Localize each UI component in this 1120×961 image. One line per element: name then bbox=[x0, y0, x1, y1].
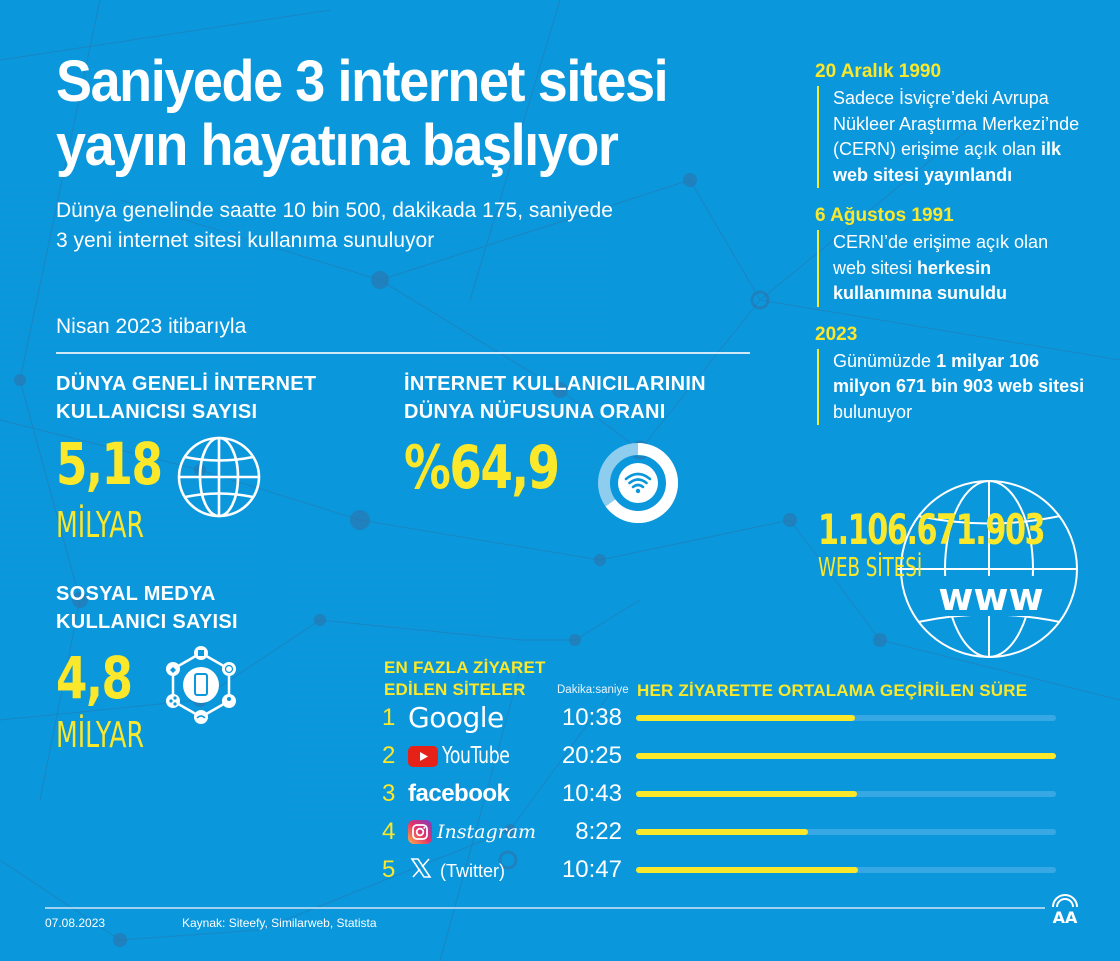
twitter-label: (Twitter) bbox=[440, 861, 505, 881]
label-line: İNTERNET KULLANICILARININ bbox=[404, 373, 706, 395]
globe-icon bbox=[177, 436, 261, 518]
bar-chart-heading: HER ZİYARETTE ORTALAMA GEÇİRİLEN SÜRE bbox=[637, 681, 1028, 700]
time-unit-label: Dakika:saniye bbox=[557, 684, 629, 696]
label-line: KULLANICI SAYISI bbox=[56, 611, 238, 633]
heading-line: EDİLEN SİTELER bbox=[384, 680, 526, 699]
site-rank: 4 bbox=[382, 818, 396, 845]
top-sites-heading: EN FAZLA ZİYARET EDİLEN SİTELER bbox=[384, 657, 546, 701]
page-title: Saniyede 3 internet sitesi yayın hayatın… bbox=[56, 50, 726, 178]
text-plain: Günümüzde bbox=[833, 350, 937, 371]
timeline-item: 6 Ağustos 1991 CERN’de erişime açık olan… bbox=[815, 204, 1085, 307]
timeline-text: Sadece İsviçre’deki Avrupa Nükleer Araşt… bbox=[817, 86, 1085, 188]
aa-logo-text: AA bbox=[1053, 908, 1078, 925]
bar-fill bbox=[636, 829, 809, 835]
timeline-item: 2023 Günümüzde 1 milyar 106 milyon 671 b… bbox=[815, 323, 1085, 425]
youtube-logo: YouTube bbox=[442, 743, 510, 769]
timeline-text: CERN’de erişime açık olan web sitesi her… bbox=[817, 230, 1085, 307]
social-network-icon bbox=[166, 646, 236, 724]
timeline-item: 20 Aralık 1990 Sadece İsviçre’deki Avrup… bbox=[815, 60, 1085, 188]
bar-fill bbox=[636, 715, 855, 721]
site-row: 2 YouTube 20:25 bbox=[382, 742, 1062, 772]
site-time: 20:25 bbox=[561, 742, 622, 769]
site-row: 3 facebook 10:43 bbox=[382, 780, 1062, 810]
social-media-unit: MİLYAR bbox=[56, 715, 145, 756]
youtube-play-icon bbox=[408, 746, 438, 767]
title-line-1: Saniyede 3 internet sitesi bbox=[56, 49, 669, 114]
label-line: SOSYAL MEDYA bbox=[56, 583, 216, 605]
aa-logo-icon: AA bbox=[1052, 894, 1078, 925]
internet-users-value: 5,18 bbox=[56, 430, 163, 498]
internet-users-unit: MİLYAR bbox=[56, 505, 145, 546]
social-media-label: SOSYAL MEDYA KULLANICI SAYISI bbox=[56, 580, 238, 636]
site-time: 10:38 bbox=[561, 704, 622, 731]
divider bbox=[56, 352, 750, 354]
instagram-logo: Instagram bbox=[437, 821, 537, 843]
bar-track bbox=[636, 867, 1056, 873]
subtitle: Dünya genelinde saatte 10 bin 500, dakik… bbox=[56, 199, 613, 252]
www-text: www bbox=[938, 575, 1043, 619]
bar-track bbox=[636, 829, 1056, 835]
site-row: 5 (Twitter) 10:47 bbox=[382, 856, 1062, 886]
label-line: KULLANICISI SAYISI bbox=[56, 401, 258, 423]
total-sites-unit: WEB SİTESİ bbox=[818, 553, 923, 583]
timeline: 20 Aralık 1990 Sadece İsviçre’deki Avrup… bbox=[815, 60, 1085, 425]
www-globe-icon: www bbox=[896, 480, 1078, 658]
footer-source: Kaynak: Siteefy, Similarweb, Statista bbox=[182, 916, 377, 930]
site-row: 1 Google 10:38 bbox=[382, 701, 1062, 734]
site-time: 8:22 bbox=[575, 818, 622, 845]
timeline-date: 2023 bbox=[815, 323, 858, 345]
title-line-2: yayın hayatına başlıyor bbox=[56, 113, 619, 178]
timeline-date: 20 Aralık 1990 bbox=[815, 61, 942, 82]
as-of-date: Nisan 2023 itibarıyla bbox=[56, 315, 247, 338]
timeline-date: 6 Ağustos 1991 bbox=[815, 205, 954, 226]
text-after: bulunuyor bbox=[833, 401, 913, 422]
site-rank: 2 bbox=[382, 742, 396, 769]
population-ratio-value: %64,9 bbox=[404, 433, 560, 503]
footer-date: 07.08.2023 bbox=[45, 916, 106, 930]
google-logo: Google bbox=[408, 701, 504, 734]
heading-line: EN FAZLA ZİYARET bbox=[384, 658, 546, 677]
footer-divider bbox=[45, 907, 1045, 909]
population-ratio-label: İNTERNET KULLANICILARININ DÜNYA NÜFUSUNA… bbox=[404, 370, 706, 426]
site-rank: 3 bbox=[382, 780, 396, 807]
bar-fill bbox=[636, 867, 858, 873]
x-logo-icon bbox=[410, 858, 432, 878]
instagram-icon bbox=[408, 820, 432, 844]
timeline-text: Günümüzde 1 milyar 106 milyon 671 bin 90… bbox=[817, 348, 1085, 425]
site-row: 4 Instagram 8:22 bbox=[382, 818, 1062, 848]
bar-fill bbox=[636, 753, 1056, 759]
social-media-value: 4,8 bbox=[56, 644, 133, 712]
bar-track bbox=[636, 715, 1056, 721]
site-time: 10:43 bbox=[561, 780, 622, 807]
facebook-logo: facebook bbox=[408, 780, 510, 807]
label-line: DÜNYA NÜFUSUNA ORANI bbox=[404, 401, 666, 423]
internet-users-label: DÜNYA GENELİ İNTERNET KULLANICISI SAYISI bbox=[56, 370, 316, 426]
site-time: 10:47 bbox=[561, 856, 622, 883]
bar-track bbox=[636, 753, 1056, 759]
site-rank: 5 bbox=[382, 856, 396, 883]
wifi-donut-icon bbox=[598, 443, 678, 523]
site-rank: 1 bbox=[382, 704, 396, 731]
label-line: DÜNYA GENELİ İNTERNET bbox=[56, 373, 317, 395]
bar-track bbox=[636, 791, 1056, 797]
bar-fill bbox=[636, 791, 857, 797]
total-sites-value: 1.106.671.903 bbox=[818, 505, 1046, 554]
